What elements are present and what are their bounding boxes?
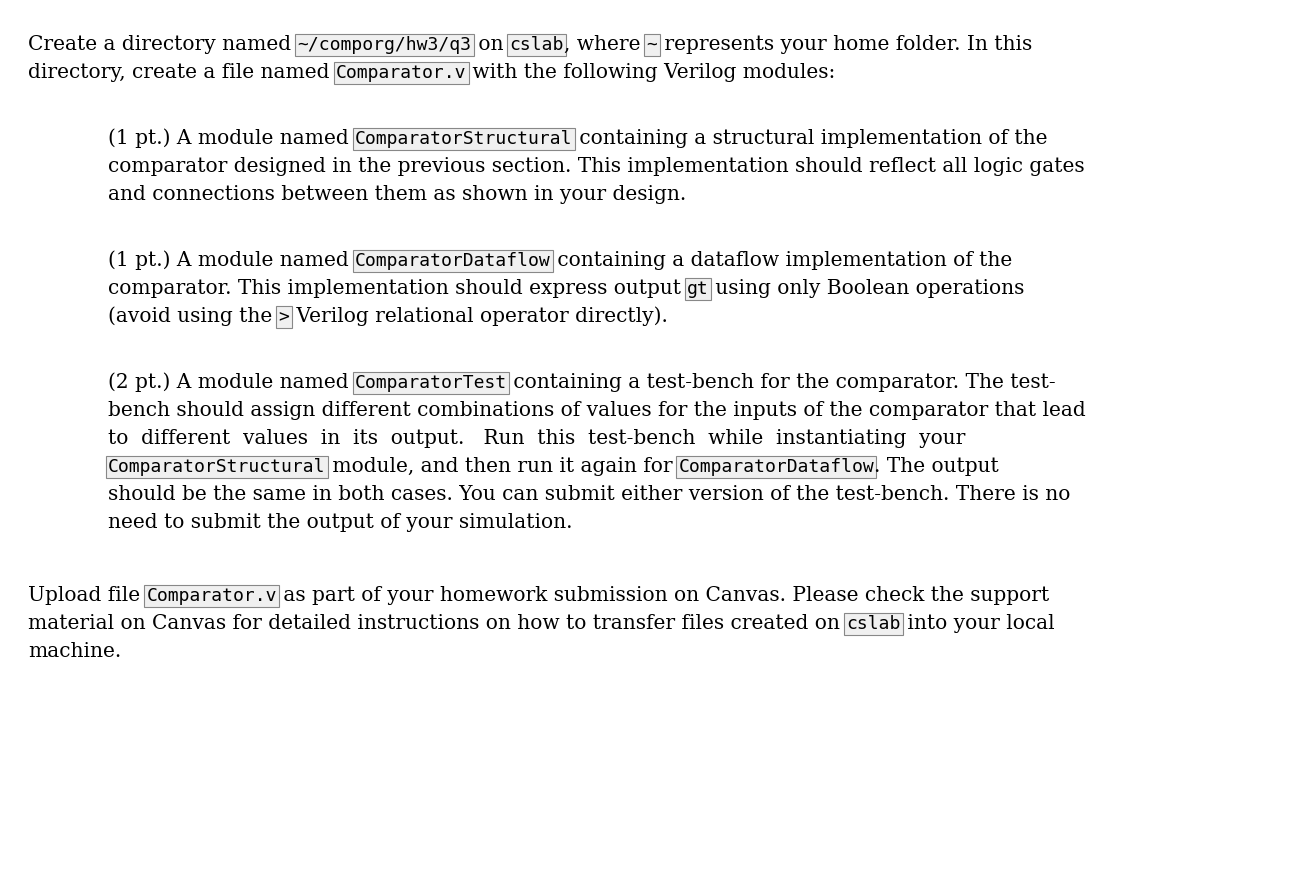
Text: material on Canvas for detailed instructions on how to transfer files created on: material on Canvas for detailed instruct…	[28, 614, 846, 633]
Text: (1 pt.) A module named: (1 pt.) A module named	[108, 250, 356, 270]
Text: containing a test-bench for the comparator. The test-: containing a test-bench for the comparat…	[508, 373, 1056, 392]
Text: should be the same in both cases. You can submit either version of the test-benc: should be the same in both cases. You ca…	[108, 485, 1071, 504]
Text: Upload file: Upload file	[28, 586, 147, 605]
Text: containing a structural implementation of the: containing a structural implementation o…	[572, 129, 1047, 148]
Text: . The output: . The output	[874, 457, 998, 476]
Text: (avoid using the: (avoid using the	[108, 306, 278, 326]
Text: machine.: machine.	[28, 642, 121, 661]
Text: ComparatorDataflow: ComparatorDataflow	[356, 252, 551, 270]
Text: comparator designed in the previous section. This implementation should reflect : comparator designed in the previous sect…	[108, 157, 1085, 176]
Text: cslab: cslab	[846, 615, 900, 633]
Text: (2 pt.) A module named: (2 pt.) A module named	[108, 372, 356, 392]
Text: Create a directory named: Create a directory named	[28, 35, 298, 54]
Text: represents your home folder. In this: represents your home folder. In this	[657, 35, 1031, 54]
Text: ComparatorStructural: ComparatorStructural	[356, 130, 572, 148]
Text: gt: gt	[687, 280, 708, 298]
Text: on: on	[471, 35, 509, 54]
Text: bench should assign different combinations of values for the inputs of the compa: bench should assign different combinatio…	[108, 401, 1086, 420]
Text: containing a dataflow implementation of the: containing a dataflow implementation of …	[551, 251, 1012, 270]
Text: comparator. This implementation should express output: comparator. This implementation should e…	[108, 279, 687, 298]
Text: as part of your homework submission on Canvas. Please check the support: as part of your homework submission on C…	[277, 586, 1050, 605]
Text: with the following Verilog modules:: with the following Verilog modules:	[466, 63, 836, 82]
Text: ~/comporg/hw3/q3: ~/comporg/hw3/q3	[298, 36, 471, 54]
Text: >: >	[278, 308, 290, 326]
Text: cslab: cslab	[509, 36, 564, 54]
Text: ComparatorTest: ComparatorTest	[356, 374, 508, 392]
Text: Comparator.v: Comparator.v	[336, 64, 466, 82]
Text: ComparatorDataflow: ComparatorDataflow	[678, 458, 874, 476]
Text: module, and then run it again for: module, and then run it again for	[325, 457, 678, 476]
Text: and connections between them as shown in your design.: and connections between them as shown in…	[108, 185, 686, 204]
Text: Verilog relational operator directly).: Verilog relational operator directly).	[290, 306, 668, 326]
Text: directory, create a file named: directory, create a file named	[28, 63, 336, 82]
Text: , where: , where	[564, 35, 647, 54]
Text: to  different  values  in  its  output.   Run  this  test-bench  while  instanti: to different values in its output. Run t…	[108, 429, 966, 448]
Text: ~: ~	[647, 36, 657, 54]
Text: using only Boolean operations: using only Boolean operations	[708, 279, 1025, 298]
Text: ComparatorStructural: ComparatorStructural	[108, 458, 325, 476]
Text: into your local: into your local	[900, 614, 1055, 633]
Text: (1 pt.) A module named: (1 pt.) A module named	[108, 129, 356, 148]
Text: Comparator.v: Comparator.v	[147, 587, 277, 605]
Text: need to submit the output of your simulation.: need to submit the output of your simula…	[108, 513, 572, 532]
